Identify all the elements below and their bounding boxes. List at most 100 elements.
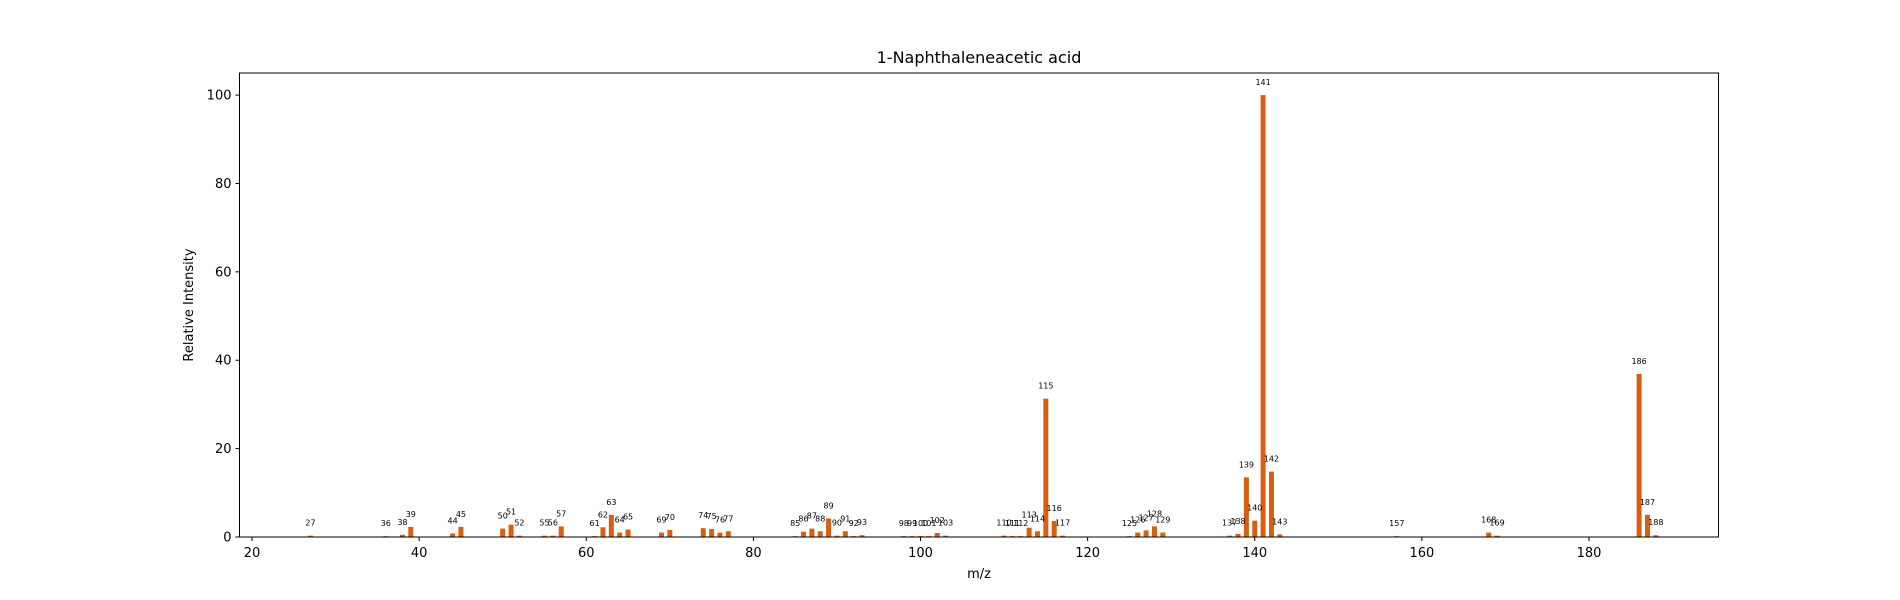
peak-bar-74 <box>700 528 706 537</box>
peak-bar-45 <box>458 526 464 537</box>
peak-label-99: 99 <box>907 519 917 528</box>
peak-label-187: 187 <box>1640 498 1655 507</box>
peak-bar-88 <box>817 531 823 537</box>
peak-label-57: 57 <box>556 509 566 518</box>
peak-label-77: 77 <box>723 514 733 523</box>
peak-bar-51 <box>508 524 514 537</box>
peak-label-51: 51 <box>506 508 516 517</box>
peak-label-50: 50 <box>498 512 508 521</box>
peak-label-62: 62 <box>598 510 608 519</box>
peak-bar-110 <box>1001 535 1007 537</box>
peak-bar-70 <box>667 529 673 537</box>
peak-label-38: 38 <box>397 518 407 527</box>
peak-bar-103 <box>943 535 949 537</box>
peak-label-186: 186 <box>1631 357 1646 366</box>
peak-bar-168 <box>1486 532 1492 537</box>
peak-bar-52 <box>516 535 522 537</box>
peak-label-92: 92 <box>849 519 859 528</box>
y-tick-label: 80 <box>215 177 232 192</box>
peak-label-100: 100 <box>913 519 928 528</box>
x-tick-label: 120 <box>1075 546 1100 561</box>
peak-bar-129 <box>1160 532 1166 537</box>
peak-label-93: 93 <box>857 518 867 527</box>
peak-bar-186 <box>1636 373 1642 537</box>
peak-bar-141 <box>1260 95 1266 537</box>
peak-bar-87 <box>809 528 815 537</box>
plot-frame <box>239 72 1719 538</box>
peak-bar-102 <box>934 533 940 537</box>
x-tick-label: 140 <box>1242 546 1267 561</box>
peak-bar-69 <box>658 532 664 537</box>
peak-bar-44 <box>450 533 456 537</box>
peak-label-98: 98 <box>899 519 909 528</box>
peak-bar-139 <box>1243 477 1249 537</box>
peak-label-64: 64 <box>615 516 625 525</box>
peak-label-90: 90 <box>832 519 842 528</box>
y-tick-label: 40 <box>215 354 232 369</box>
peak-label-88: 88 <box>815 514 825 523</box>
chart-title: 1-Naphthaleneacetic acid <box>877 48 1082 67</box>
peak-label-125: 125 <box>1122 519 1137 528</box>
y-tick-label: 0 <box>223 531 231 546</box>
peak-bar-55 <box>541 535 547 537</box>
peak-bar-50 <box>500 528 506 537</box>
peak-label-188: 188 <box>1648 518 1663 527</box>
peak-label-113: 113 <box>1021 511 1036 520</box>
peak-label-111: 111 <box>1005 519 1020 528</box>
peak-label-44: 44 <box>447 516 457 525</box>
peak-label-87: 87 <box>807 512 817 521</box>
y-axis: 0 20 40 60 80 100 <box>207 89 240 546</box>
peak-label-70: 70 <box>665 513 675 522</box>
peak-bar-138 <box>1235 533 1241 537</box>
peak-label-129: 129 <box>1155 516 1170 525</box>
peak-bar-187 <box>1644 514 1650 537</box>
peak-label-140: 140 <box>1247 504 1262 513</box>
peak-label-127: 127 <box>1138 513 1153 522</box>
peak-label-36: 36 <box>381 519 391 528</box>
peak-label-141: 141 <box>1255 78 1270 87</box>
bars-layer <box>308 95 1659 537</box>
peak-bar-115 <box>1043 398 1049 537</box>
peak-label-116: 116 <box>1047 504 1062 513</box>
peak-label-56: 56 <box>548 519 558 528</box>
peak-bar-143 <box>1277 534 1283 537</box>
peak-label-89: 89 <box>823 501 833 510</box>
peak-label-117: 117 <box>1055 519 1070 528</box>
peak-label-74: 74 <box>698 511 708 520</box>
peak-bar-56 <box>550 535 556 537</box>
peak-label-103: 103 <box>938 519 953 528</box>
peak-bar-127 <box>1143 530 1149 537</box>
peak-label-128: 128 <box>1147 509 1162 518</box>
peak-bar-91 <box>842 531 848 537</box>
peak-label-112: 112 <box>1013 519 1028 528</box>
y-tick-label: 20 <box>215 442 232 457</box>
peak-label-45: 45 <box>456 510 466 519</box>
x-tick-label: 20 <box>244 546 261 561</box>
peak-bar-89 <box>826 518 832 537</box>
x-tick-label: 160 <box>1409 546 1434 561</box>
peak-label-61: 61 <box>590 519 600 528</box>
peak-label-143: 143 <box>1272 517 1287 526</box>
peak-bar-137 <box>1227 535 1233 537</box>
peak-label-139: 139 <box>1239 460 1254 469</box>
peak-bar-90 <box>834 535 840 537</box>
peak-label-138: 138 <box>1230 517 1245 526</box>
peak-bar-114 <box>1034 531 1040 537</box>
peak-bar-62 <box>600 527 606 537</box>
peak-label-63: 63 <box>606 498 616 507</box>
peak-label-86: 86 <box>798 515 808 524</box>
peak-label-157: 157 <box>1389 519 1404 528</box>
peak-label-102: 102 <box>930 516 945 525</box>
peak-bar-188 <box>1653 535 1659 537</box>
peak-bar-77 <box>725 531 731 537</box>
peak-label-142: 142 <box>1264 455 1279 464</box>
peak-label-126: 126 <box>1130 516 1145 525</box>
peak-bar-93 <box>859 535 865 537</box>
x-axis-label: m/z <box>967 567 991 582</box>
peak-bar-27 <box>308 535 314 537</box>
peak-bar-169 <box>1494 535 1500 537</box>
peak-label-110: 110 <box>996 519 1011 528</box>
peak-bar-128 <box>1151 526 1157 537</box>
peak-bar-86 <box>801 531 807 537</box>
